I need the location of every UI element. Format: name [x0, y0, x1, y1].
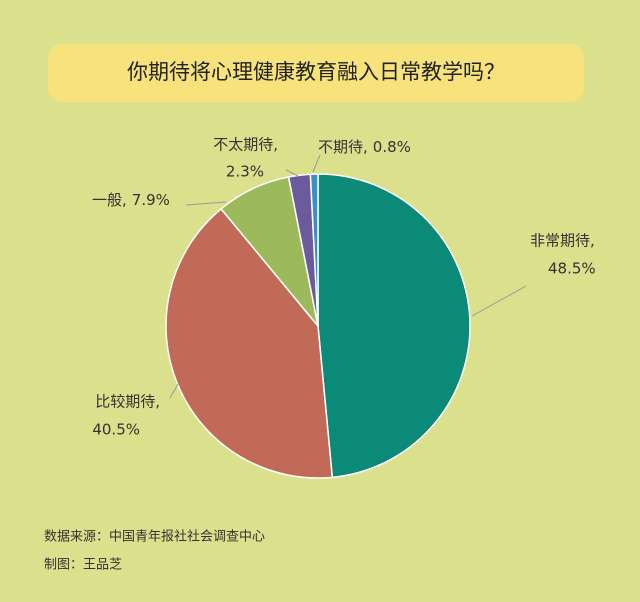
leader-line [169, 383, 179, 399]
value-label: 48.5% [548, 260, 596, 278]
leader-line [185, 201, 227, 206]
value-label: 2.3% [226, 163, 264, 181]
chart-title: 你期待将心理健康教育融入日常教学吗？ [127, 60, 505, 84]
pie-slice [317, 173, 471, 479]
category-label: 一般, [92, 191, 127, 209]
leader-line [312, 154, 321, 173]
category-label: 比较期待, [95, 393, 160, 411]
category-label: 非常期待, [530, 232, 595, 250]
source: 数据来源：中国青年报社社会调查中心 [44, 529, 265, 545]
credit: 制图：王品芝 [44, 557, 122, 573]
pie-slice [309, 173, 319, 327]
leader-line [285, 169, 299, 177]
title-banner [48, 44, 584, 102]
category-label: 不期待, [318, 138, 368, 156]
slice-label: 不期待, 0.8% [318, 138, 411, 156]
category-label: 不太期待, [213, 136, 278, 154]
leader-line [471, 285, 527, 317]
value-label: 40.5% [92, 421, 140, 439]
value-label: 0.8% [373, 138, 411, 156]
value-label: 7.9% [132, 191, 170, 209]
slice-label: 一般, 7.9% [92, 191, 170, 209]
